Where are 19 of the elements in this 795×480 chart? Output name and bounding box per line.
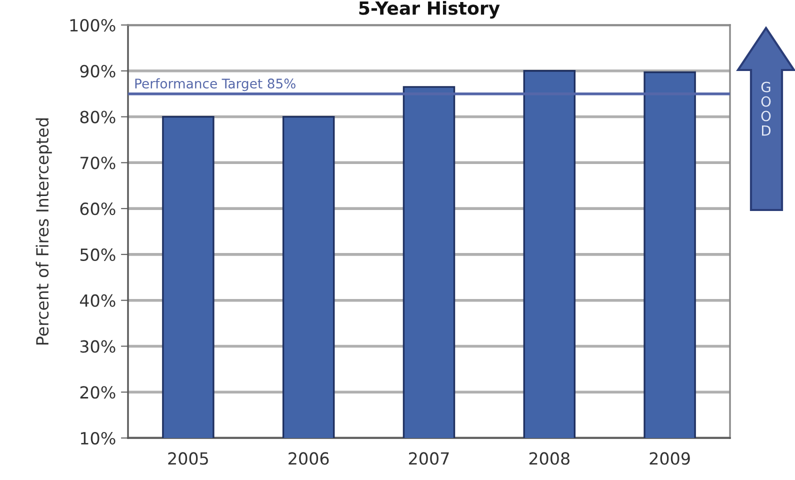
y-axis-title: Percent of Fires Intercepted xyxy=(36,118,52,344)
y-tick-label: 20% xyxy=(80,386,116,399)
x-tick-label: 2009 xyxy=(650,452,690,465)
x-tick-label: 2008 xyxy=(529,452,570,465)
y-tick-label: 100% xyxy=(70,18,116,32)
chart-title: 5-Year History xyxy=(359,0,500,19)
x-tick-label: 2006 xyxy=(288,452,329,465)
ref-line-label: Performance Target 85% xyxy=(135,78,296,92)
x-tick-label: 2007 xyxy=(409,452,449,465)
y-tick-label: 10% xyxy=(80,432,116,445)
x-tick-label: 2005 xyxy=(168,452,208,465)
text: GOOD xyxy=(761,82,771,136)
y-tick-label: 70% xyxy=(80,156,116,170)
y-tick-label: 40% xyxy=(80,294,116,307)
y-tick-label: 30% xyxy=(80,340,116,353)
y-tick-label: 50% xyxy=(80,248,116,262)
y-tick-label: 90% xyxy=(80,64,116,78)
y-tick-label: 60% xyxy=(80,202,116,216)
y-tick-label: 80% xyxy=(80,110,116,124)
